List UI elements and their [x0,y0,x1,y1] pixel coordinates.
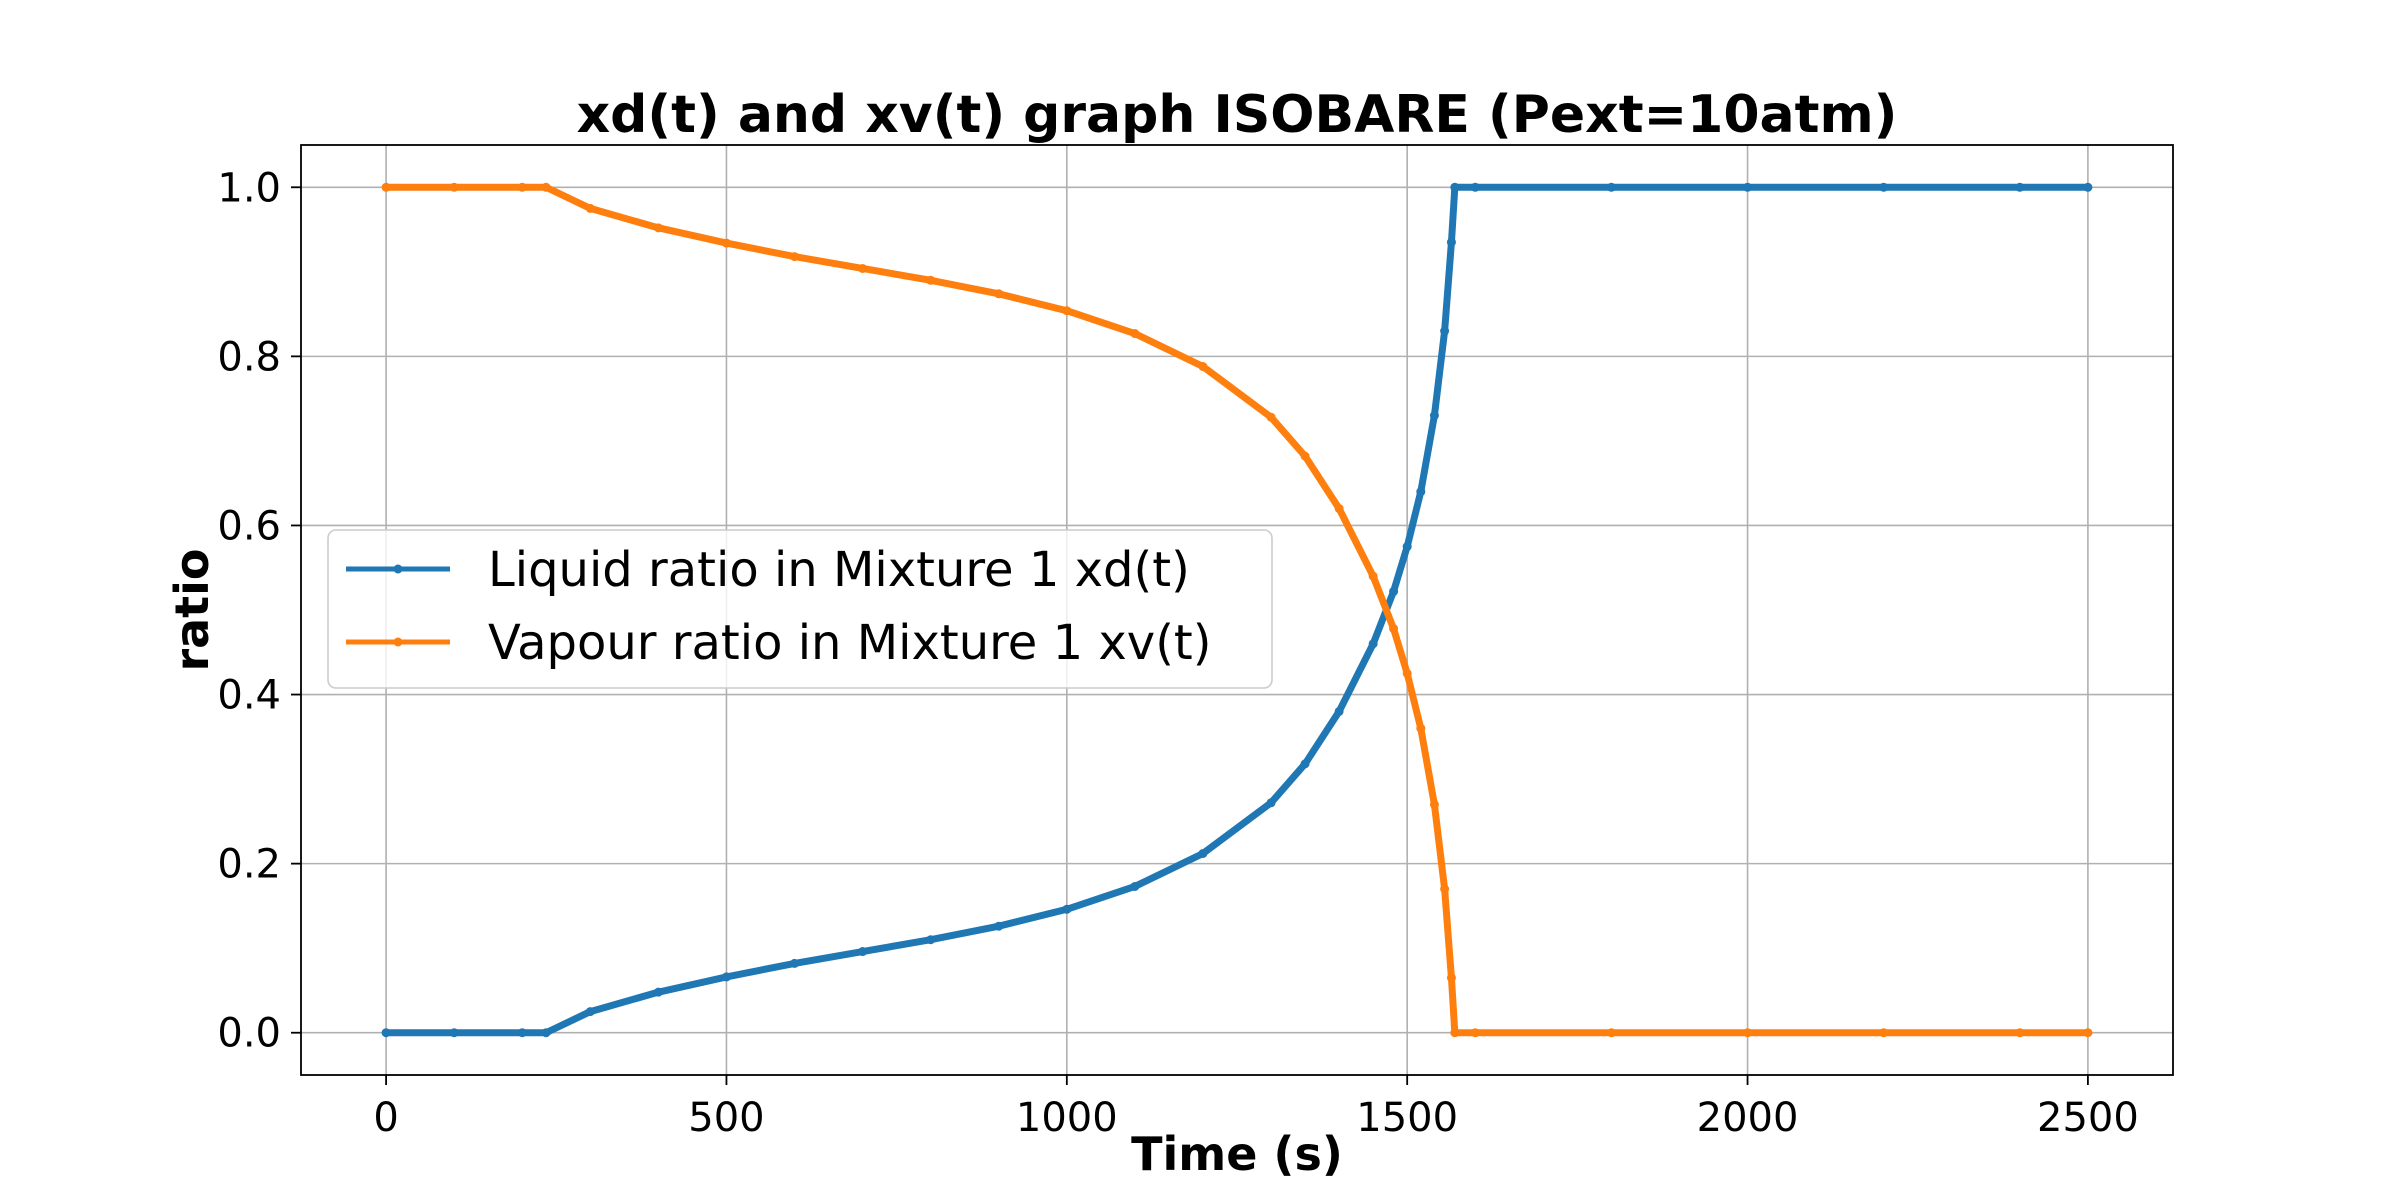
data-point-liquid [1416,487,1426,497]
x-tick-label: 0 [373,1095,398,1141]
data-point-liquid [1334,706,1344,716]
data-point-liquid [1402,542,1412,552]
plot-frame [300,144,2174,1076]
data-point-vapour [1198,362,1208,372]
data-point-liquid [1446,237,1456,247]
y-tick-label: 0.6 [217,503,281,549]
series-layer [381,182,2093,1038]
x-axis: 0 500 1000 1500 2000 2500 [373,1075,2139,1141]
data-point-liquid [926,935,936,945]
x-tick-label: 2000 [1697,1095,1799,1141]
data-point-liquid [1389,586,1399,596]
data-point-liquid [994,921,1004,931]
data-point-liquid [585,1007,595,1017]
data-point-vapour [449,182,459,192]
data-point-vapour [1402,668,1412,678]
data-point-liquid [2083,182,2093,192]
data-point-liquid [653,987,663,997]
data-point-vapour [1368,571,1378,581]
data-point-liquid [541,1028,551,1038]
data-point-liquid [1130,881,1140,891]
legend-label-vapour: Vapour ratio in Mixture 1 xv(t) [488,615,1211,671]
legend-marker-vapour [393,637,403,647]
data-point-liquid [1879,182,1889,192]
data-point-vapour [541,182,551,192]
x-tick-label: 1000 [1016,1095,1118,1141]
data-point-liquid [1743,182,1753,192]
data-point-vapour [1389,624,1399,634]
x-tick-label: 1500 [1356,1095,1458,1141]
data-point-vapour [1450,1028,1460,1038]
data-point-vapour [517,182,527,192]
data-point-vapour [1416,723,1426,733]
data-point-liquid [1198,848,1208,858]
x-tick-label: 500 [688,1095,764,1141]
legend-label-liquid: Liquid ratio in Mixture 1 xd(t) [488,542,1190,598]
data-point-liquid [1300,759,1310,769]
data-point-liquid [381,1028,391,1038]
data-point-vapour [1300,451,1310,461]
data-point-vapour [1606,1028,1616,1038]
data-point-vapour [1429,799,1439,809]
data-point-vapour [653,223,663,233]
legend-box [327,529,1273,689]
data-point-vapour [1446,973,1456,983]
data-point-liquid [2015,182,2025,192]
legend-marker-liquid [393,564,403,574]
y-tick-label: 0.4 [217,673,281,719]
data-point-vapour [585,203,595,213]
y-tick-label: 0.0 [217,1011,281,1057]
data-point-vapour [1266,412,1276,422]
y-tick-label: 0.2 [217,842,281,888]
data-point-liquid [858,947,868,957]
y-tick-label: 1.0 [217,165,281,211]
data-point-vapour [926,275,936,285]
y-tick-label: 0.8 [217,334,281,380]
data-point-liquid [1450,182,1460,192]
data-point-vapour [1440,884,1450,894]
data-point-liquid [1606,182,1616,192]
data-point-liquid [517,1028,527,1038]
legend: Liquid ratio in Mixture 1 xd(t) Vapour r… [327,529,1273,689]
y-axis: 0.0 0.2 0.4 0.6 0.8 1.0 [217,165,301,1057]
chart-title: xd(t) and xv(t) graph ISOBARE (Pext=10at… [577,85,1898,145]
data-point-vapour [2015,1028,2025,1038]
x-tick-label: 2500 [2037,1095,2139,1141]
data-point-vapour [1334,504,1344,514]
data-point-vapour [1130,329,1140,339]
y-axis-label: ratio [165,548,219,671]
data-point-vapour [1062,306,1072,316]
data-point-liquid [1429,411,1439,421]
data-point-vapour [858,263,868,273]
x-axis-label: Time (s) [1131,1127,1343,1181]
data-point-vapour [2083,1028,2093,1038]
data-point-vapour [790,252,800,262]
data-point-liquid [1266,798,1276,808]
data-point-vapour [381,182,391,192]
data-point-liquid [1062,904,1072,914]
data-point-liquid [721,972,731,982]
data-point-vapour [721,238,731,248]
data-point-liquid [1368,639,1378,649]
data-point-liquid [790,958,800,968]
data-point-liquid [1440,326,1450,336]
data-point-vapour [1470,1028,1480,1038]
data-point-vapour [1879,1028,1889,1038]
data-point-vapour [994,289,1004,299]
data-point-liquid [449,1028,459,1038]
data-point-vapour [1743,1028,1753,1038]
data-point-liquid [1470,182,1480,192]
